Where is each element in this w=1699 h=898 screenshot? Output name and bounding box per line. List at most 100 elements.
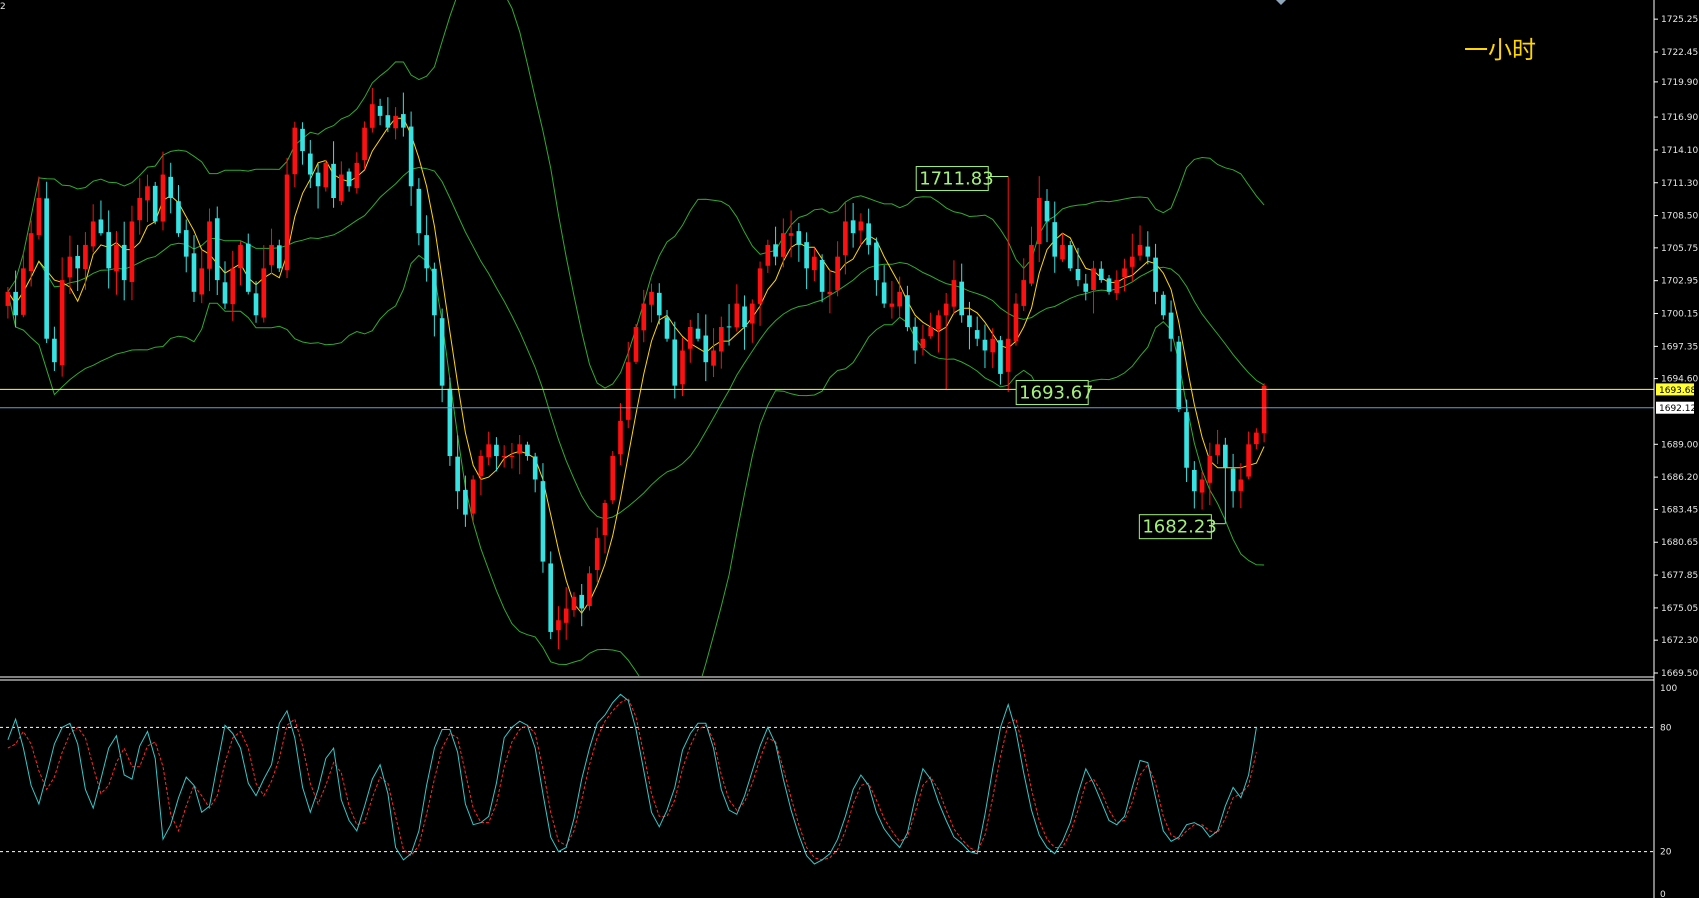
- candle: [160, 151, 166, 231]
- annotation-value: 1693.67: [1019, 383, 1093, 404]
- candle-body: [974, 330, 980, 339]
- candle: [548, 551, 554, 640]
- candle: [1083, 273, 1089, 301]
- annotation-label: 1682.23: [1138, 514, 1226, 540]
- candle: [463, 475, 468, 527]
- candle-body: [1075, 268, 1081, 281]
- candle: [812, 247, 817, 282]
- candle-body: [618, 420, 623, 455]
- price-axis-label: 1694.60: [1661, 375, 1698, 385]
- candle: [680, 337, 685, 397]
- candle-body: [982, 339, 988, 351]
- candle: [625, 341, 631, 429]
- candle-body: [905, 295, 910, 328]
- candle: [889, 280, 895, 319]
- candle: [874, 237, 879, 296]
- candle-body: [602, 502, 608, 536]
- candle-body: [44, 198, 49, 339]
- candle: [176, 185, 181, 237]
- price-axis-label: 1686.20: [1661, 473, 1698, 483]
- candle-body: [1176, 341, 1182, 410]
- candle: [773, 226, 778, 266]
- price-axis-label: 1708.50: [1661, 212, 1698, 222]
- candle: [1176, 336, 1182, 413]
- candle-body: [1083, 283, 1089, 292]
- candle: [532, 452, 538, 493]
- candle-body: [21, 268, 26, 315]
- candle-body: [338, 174, 344, 201]
- candle: [1005, 176, 1011, 392]
- candle-body: [943, 303, 949, 316]
- candle-body: [1160, 294, 1166, 316]
- price-axis-label: 1689.00: [1661, 440, 1698, 450]
- candle-body: [540, 481, 546, 562]
- candle-body: [990, 338, 996, 353]
- candle: [494, 437, 499, 472]
- candle-body: [36, 198, 42, 235]
- candle-body: [370, 104, 375, 128]
- candle: [563, 587, 569, 640]
- candle-body: [121, 244, 127, 281]
- candle: [207, 208, 212, 292]
- candle-body: [5, 291, 11, 306]
- candle: [21, 252, 26, 318]
- candle-body: [331, 163, 336, 198]
- candle-body: [711, 350, 716, 366]
- candle-body: [284, 174, 290, 271]
- candle-body: [52, 338, 57, 363]
- candle: [703, 314, 709, 382]
- candle-body: [1223, 444, 1228, 468]
- candle: [315, 163, 321, 209]
- candle-body: [393, 115, 398, 129]
- candle-body: [525, 444, 530, 457]
- candle-body: [114, 244, 119, 272]
- candle-body: [998, 340, 1003, 374]
- candle: [75, 244, 80, 292]
- candle-body: [416, 188, 422, 234]
- candle: [928, 312, 934, 339]
- candle: [959, 263, 965, 323]
- candle-body: [610, 456, 616, 501]
- candle-body: [1261, 385, 1267, 434]
- price-axis-label: 1711.30: [1661, 179, 1698, 189]
- candle-body: [362, 127, 367, 161]
- candle-body: [1005, 338, 1011, 372]
- candle: [478, 450, 484, 496]
- candle-body: [276, 245, 282, 269]
- candle: [1021, 258, 1027, 312]
- candle-body: [967, 315, 972, 328]
- candle-body: [230, 268, 236, 305]
- candle: [1215, 429, 1220, 465]
- candle: [951, 260, 957, 315]
- candle-body: [1215, 444, 1220, 456]
- candle: [843, 202, 848, 275]
- candle: [726, 304, 732, 346]
- candle: [1261, 383, 1267, 443]
- candle-body: [680, 350, 685, 385]
- candle: [338, 161, 344, 206]
- candle-body: [59, 280, 65, 366]
- candle-body: [1021, 280, 1027, 306]
- candle: [354, 152, 360, 194]
- candle-body: [439, 318, 445, 386]
- candle-body: [850, 220, 856, 234]
- candle: [1254, 428, 1259, 450]
- candle-body: [447, 388, 453, 457]
- candle-body: [594, 538, 600, 571]
- candle-body: [687, 327, 693, 349]
- candle-body: [463, 489, 468, 515]
- candle-body: [788, 233, 794, 236]
- candle-body: [183, 230, 189, 257]
- price-axis-label: 1672.30: [1661, 636, 1698, 646]
- candle-body: [207, 221, 212, 269]
- candle: [633, 324, 639, 365]
- candle: [13, 270, 18, 328]
- candle: [416, 178, 422, 246]
- candle: [998, 335, 1003, 385]
- candle: [183, 219, 189, 273]
- price-axis-label: 1675.05: [1661, 604, 1698, 614]
- candle-body: [401, 114, 406, 128]
- stochastic-axis: 100 80 20 0: [1660, 684, 1677, 898]
- candle: [1246, 431, 1251, 480]
